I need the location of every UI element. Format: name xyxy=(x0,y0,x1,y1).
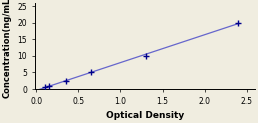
X-axis label: Optical Density: Optical Density xyxy=(106,111,184,120)
Y-axis label: Concentration(ng/mL): Concentration(ng/mL) xyxy=(3,0,12,98)
